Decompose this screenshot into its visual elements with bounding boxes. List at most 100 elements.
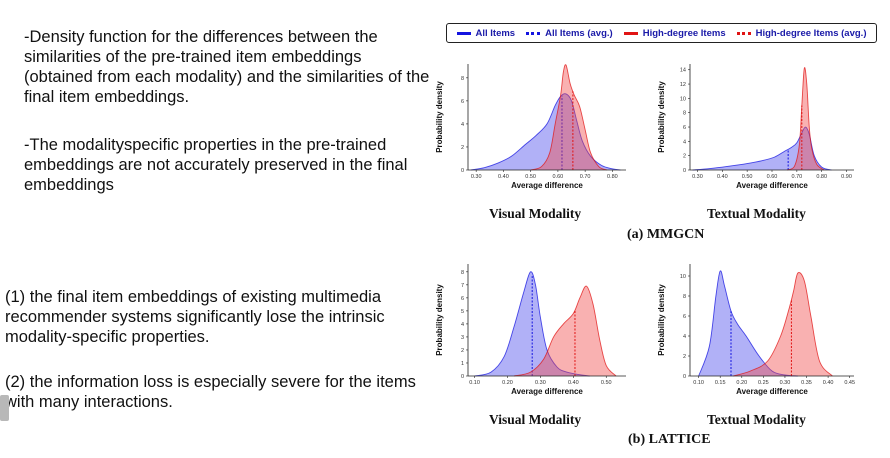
y-tick-label: 8 <box>683 294 686 300</box>
legend-swatch <box>623 31 638 35</box>
x-axis-label: Average difference <box>511 181 583 190</box>
y-tick-label: 4 <box>683 334 686 340</box>
x-tick-label: 0.70 <box>791 174 802 180</box>
note-finding-2: (2) the information loss is especially s… <box>5 373 421 411</box>
x-tick-label: 0.40 <box>823 380 834 386</box>
x-tick-label: 0.80 <box>607 174 618 180</box>
y-tick-label: 6 <box>461 296 464 302</box>
y-tick-label: 8 <box>461 270 464 276</box>
legend-swatch <box>736 31 751 35</box>
chart-mmgcn-textual: 0.30 0.40 0.50 0.60 0.70 0.80 0.90 0 2 4 6 8 10 12 14 A… <box>657 64 854 190</box>
caption-mmgcn: (a) MMGCN <box>627 227 705 242</box>
density-line-all-items <box>474 271 590 377</box>
density-area-all-items <box>470 93 621 170</box>
x-tick-label: 0.30 <box>471 174 482 180</box>
legend-label: All Items (avg.) <box>545 27 613 39</box>
density-area-all-items <box>698 270 798 376</box>
y-tick-label: 6 <box>683 314 686 320</box>
y-tick-label: 4 <box>461 122 464 128</box>
x-tick-label: 0.60 <box>767 174 778 180</box>
note-density-function: -Density function for the differences be… <box>24 28 434 106</box>
y-axis-label: Probability density <box>435 284 444 356</box>
y-axis-label: Probability density <box>435 81 444 153</box>
x-tick-label: 0.70 <box>580 174 591 180</box>
chart-lattice-visual: 0.10 0.20 0.30 0.40 0.50 0 1 2 3 4 5 6 7 8 Average dif… <box>435 264 626 396</box>
y-tick-label: 6 <box>461 99 464 105</box>
x-tick-label: 0.30 <box>535 380 546 386</box>
y-tick-label: 2 <box>683 354 686 360</box>
x-tick-label: 0.80 <box>816 174 827 180</box>
y-tick-label: 12 <box>680 82 686 88</box>
x-tick-label: 0.30 <box>780 380 791 386</box>
subcaption-lattice-visual: Visual Modality <box>489 412 582 427</box>
y-tick-label: 0 <box>683 374 686 380</box>
density-line-high-degree <box>733 272 833 377</box>
legend-item-high-degree: High-degree Items <box>623 27 726 39</box>
legend-label: High-degree Items (avg.) <box>755 27 867 39</box>
note-modality-properties: -The modalityspecific properties in the … <box>24 136 412 194</box>
y-tick-label: 5 <box>461 309 464 315</box>
y-tick-label: 3 <box>461 335 464 341</box>
legend-label: High-degree Items <box>642 27 726 39</box>
x-tick-label: 0.25 <box>758 380 769 386</box>
legend-swatch <box>456 31 471 35</box>
x-tick-label: 0.35 <box>801 380 812 386</box>
y-tick-label: 2 <box>461 145 464 151</box>
y-tick-label: 1 <box>461 361 464 367</box>
x-axis-label: Average difference <box>736 387 808 396</box>
x-tick-label: 0.40 <box>717 174 728 180</box>
caption-lattice: (b) LATTICE <box>628 432 711 447</box>
chart-mmgcn-visual: 0.30 0.40 0.50 0.60 0.70 0.80 0 2 4 6 8 Average dif… <box>435 64 626 190</box>
edge-marker <box>0 395 9 421</box>
chart-legend: All Items All Items (avg.) High-degree I… <box>446 23 877 43</box>
density-line-high-degree <box>786 67 825 171</box>
x-tick-label: 0.50 <box>601 380 612 386</box>
density-line-all-items <box>692 126 832 171</box>
x-tick-label: 0.10 <box>469 380 480 386</box>
y-tick-label: 0 <box>461 168 464 174</box>
y-tick-label: 7 <box>461 283 464 289</box>
subcaption-mmgcn-textual: Textual Modality <box>707 206 806 221</box>
y-tick-label: 2 <box>461 348 464 354</box>
y-tick-label: 8 <box>461 76 464 82</box>
density-line-high-degree <box>513 285 617 377</box>
legend-swatch <box>526 31 541 35</box>
x-tick-label: 0.20 <box>502 380 513 386</box>
x-axis-label: Average difference <box>511 387 583 396</box>
chart-lattice-textual: 0.10 0.15 0.20 0.25 0.30 0.35 0.40 0.45 0 2 4 6 8 10 A… <box>657 264 855 396</box>
y-tick-label: 6 <box>683 125 686 131</box>
x-tick-label: 0.40 <box>498 174 509 180</box>
legend-label: All Items <box>475 27 516 39</box>
legend-item-all-items-avg: All Items (avg.) <box>526 28 613 39</box>
y-tick-label: 4 <box>461 322 464 328</box>
y-tick-label: 10 <box>680 96 686 102</box>
density-line-all-items <box>698 270 798 377</box>
x-tick-label: 0.40 <box>568 380 579 386</box>
x-tick-label: 0.20 <box>736 380 747 386</box>
y-tick-label: 2 <box>683 154 686 160</box>
x-axis-label: Average difference <box>736 181 808 190</box>
subcaption-lattice-textual: Textual Modality <box>707 412 806 427</box>
y-axis-label: Probability density <box>657 284 666 356</box>
y-tick-label: 8 <box>683 111 686 117</box>
x-tick-label: 0.50 <box>525 174 536 180</box>
density-area-high-degree <box>514 286 617 376</box>
density-line-high-degree <box>530 64 608 171</box>
legend-item-all-items: All Items <box>456 27 516 39</box>
x-tick-label: 0.90 <box>841 174 852 180</box>
y-axis-label: Probability density <box>657 81 666 153</box>
y-tick-label: 14 <box>680 68 686 74</box>
x-tick-label: 0.50 <box>742 174 753 180</box>
y-tick-label: 4 <box>683 139 686 145</box>
top-clipped-text <box>560 0 680 8</box>
x-tick-label: 0.45 <box>844 380 855 386</box>
note-finding-1: (1) the final item embeddings of existin… <box>5 288 390 346</box>
y-tick-label: 0 <box>683 168 686 174</box>
x-tick-label: 0.15 <box>715 380 726 386</box>
x-tick-label: 0.10 <box>693 380 704 386</box>
y-tick-label: 0 <box>461 374 464 380</box>
y-tick-label: 10 <box>680 274 686 280</box>
x-tick-label: 0.30 <box>692 174 703 180</box>
subcaption-mmgcn-visual: Visual Modality <box>489 206 582 221</box>
density-area-all-items <box>474 271 590 376</box>
